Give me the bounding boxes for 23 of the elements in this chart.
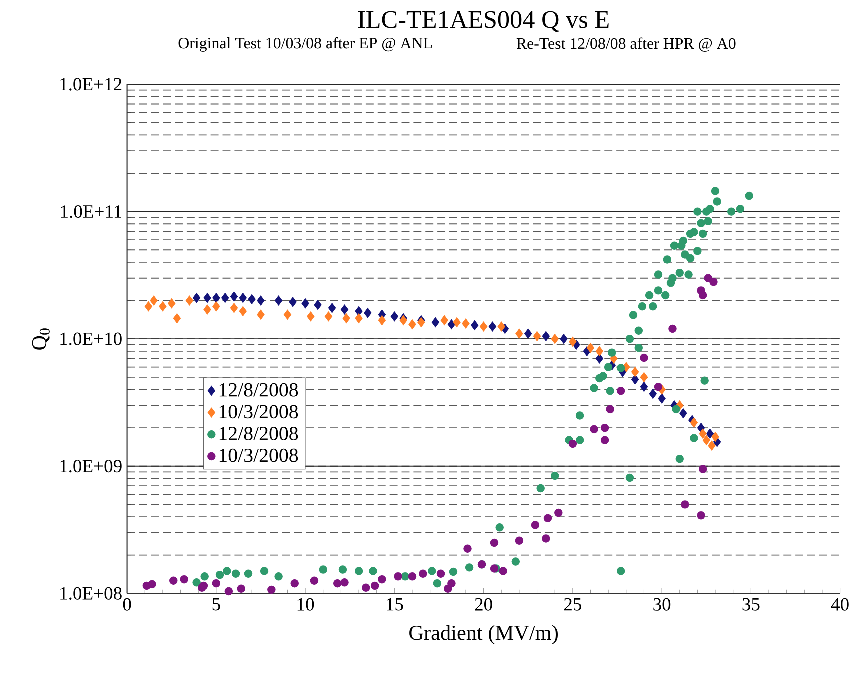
x-tick-label: 40 — [831, 598, 849, 611]
text: Original Test 10/03/08 after EP @ ANL — [178, 37, 432, 52]
legend-label: 12/8/2008 — [220, 383, 298, 397]
x-axis-title: Gradient (MV/m) — [410, 625, 558, 644]
x-tick-label: 20 — [475, 598, 492, 611]
legend-label: 12/8/2008 — [220, 426, 298, 440]
legend-label: 10/3/2008 — [220, 448, 298, 462]
x-tick-label: 5 — [212, 598, 220, 611]
y-tick-label: 1.0E+10 — [60, 332, 122, 346]
x-tick-label: 15 — [387, 598, 404, 611]
y-tick-label: 1.0E+11 — [61, 205, 122, 218]
x-tick-label: 25 — [564, 598, 582, 611]
x-tick-label: 30 — [654, 598, 671, 611]
y-tick-label: 1.0E+12 — [60, 78, 122, 91]
x-tick-label: 0 — [123, 598, 132, 611]
legend-label: 10/3/2008 — [220, 405, 298, 419]
x-tick-label: 10 — [298, 598, 314, 611]
x-tick-label: 35 — [742, 598, 760, 611]
y-tick-label: 1.0E+09 — [60, 460, 122, 473]
text: Re-Test 12/08/08 after HPR @ A0 — [516, 38, 736, 52]
chart-title: ILC-TE1AES004 Q vs E — [358, 11, 609, 32]
y-tick-label: 1.0E+08 — [60, 587, 122, 600]
y-axis-title: Q$_{0}$ — [32, 328, 50, 350]
